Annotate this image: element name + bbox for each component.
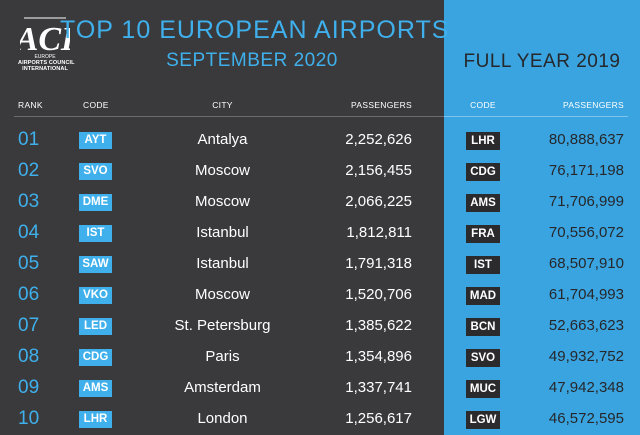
- fy-airport-code-badge: SVO: [466, 349, 500, 367]
- airport-code-badge: SAW: [79, 256, 112, 273]
- svg-text:ACI: ACI: [20, 21, 70, 58]
- city-name: Moscow: [194, 286, 250, 303]
- rank-number: 05: [18, 253, 40, 274]
- airport-code-badge: AYT: [79, 132, 112, 149]
- table-row: 08 CDG Paris 1,354,896 SVO 49,932,752: [0, 342, 640, 373]
- header-divider: [14, 116, 444, 117]
- passenger-count: 1,791,318: [345, 255, 412, 272]
- city-name: Moscow: [194, 162, 250, 179]
- rank-number: 04: [18, 222, 40, 243]
- table-row: 10 LHR London 1,256,617 LGW 46,572,595: [0, 404, 640, 435]
- table-row: 01 AYT Antalya 2,252,626 LHR 80,888,637: [0, 125, 640, 156]
- city-name: Istanbul: [196, 255, 249, 272]
- fy-passenger-count: 52,663,623: [548, 317, 624, 334]
- airport-code-badge: DME: [79, 194, 112, 211]
- city-name: St. Petersburg: [174, 317, 271, 334]
- header-rank: RANK: [18, 100, 43, 110]
- rank-number: 07: [18, 315, 40, 336]
- header-code: CODE: [83, 100, 109, 110]
- passenger-count: 1,385,622: [345, 317, 412, 334]
- city-name: London: [197, 410, 248, 427]
- passenger-count: 2,156,455: [345, 162, 412, 179]
- fy-passenger-count: 80,888,637: [548, 131, 624, 148]
- header-city: CITY: [212, 100, 233, 110]
- rank-number: 01: [18, 129, 40, 150]
- city-name: Moscow: [194, 193, 250, 210]
- city-name: Istanbul: [196, 224, 249, 241]
- aci-logo-mark: ACI EUROPE: [20, 17, 70, 60]
- header-passengers: PASSENGERS: [351, 100, 412, 110]
- table-row: 02 SVO Moscow 2,156,455 CDG 76,171,198: [0, 156, 640, 187]
- fy-passenger-count: 46,572,595: [548, 410, 624, 427]
- fy-passenger-count: 76,171,198: [548, 162, 624, 179]
- fy-airport-code-badge: MAD: [466, 287, 500, 305]
- rank-number: 09: [18, 377, 40, 398]
- airport-code-badge: SVO: [79, 163, 112, 180]
- passenger-count: 1,520,706: [345, 286, 412, 303]
- fy-passenger-count: 47,942,348: [548, 379, 624, 396]
- rank-number: 08: [18, 346, 40, 367]
- table-row: 03 DME Moscow 2,066,225 AMS 71,706,999: [0, 187, 640, 218]
- city-name: Amsterdam: [184, 379, 261, 396]
- city-name: Antalya: [197, 131, 248, 148]
- airport-code-badge: AMS: [79, 380, 112, 397]
- rank-number: 06: [18, 284, 40, 305]
- rank-number: 10: [18, 408, 40, 429]
- fy-airport-code-badge: LGW: [466, 411, 500, 429]
- table-row: 04 IST Istanbul 1,812,811 FRA 70,556,072: [0, 218, 640, 249]
- fy-airport-code-badge: CDG: [466, 163, 500, 181]
- city-name: Paris: [205, 348, 240, 365]
- airport-code-badge: VKO: [79, 287, 112, 304]
- page-subtitle: SEPTEMBER 2020: [166, 50, 338, 71]
- fy-passenger-count: 61,704,993: [548, 286, 624, 303]
- fy-passenger-count: 68,507,910: [548, 255, 624, 272]
- fy-passenger-count: 71,706,999: [548, 193, 624, 210]
- full-year-title: FULL YEAR 2019: [463, 51, 621, 72]
- passenger-count: 2,252,626: [345, 131, 412, 148]
- header-divider-right: [444, 116, 628, 117]
- svg-text:EUROPE: EUROPE: [34, 54, 56, 60]
- fy-airport-code-badge: AMS: [466, 194, 500, 212]
- fy-airport-code-badge: FRA: [466, 225, 500, 243]
- airport-code-badge: CDG: [79, 349, 112, 366]
- header-fy-passengers: PASSENGERS: [563, 100, 624, 110]
- table-row: 09 AMS Amsterdam 1,337,741 MUC 47,942,348: [0, 373, 640, 404]
- rank-number: 03: [18, 191, 40, 212]
- airport-code-badge: LED: [79, 318, 112, 335]
- logo-line-1: AIRPORTS COUNCIL: [18, 60, 75, 66]
- fy-airport-code-badge: MUC: [466, 380, 500, 398]
- passenger-count: 2,066,225: [345, 193, 412, 210]
- table-row: 05 SAW Istanbul 1,791,318 IST 68,507,910: [0, 249, 640, 280]
- fy-airport-code-badge: IST: [466, 256, 500, 274]
- aci-logo: ACI EUROPE AIRPORTS COUNCIL INTERNATIONA…: [18, 12, 75, 84]
- fy-airport-code-badge: BCN: [466, 318, 500, 336]
- fy-airport-code-badge: LHR: [466, 132, 500, 150]
- fy-passenger-count: 49,932,752: [548, 348, 624, 365]
- page-title: TOP 10 EUROPEAN AIRPORTS: [60, 16, 450, 44]
- fy-passenger-count: 70,556,072: [548, 224, 624, 241]
- airport-code-badge: IST: [79, 225, 112, 242]
- passenger-count: 1,354,896: [345, 348, 412, 365]
- passenger-count: 1,337,741: [345, 379, 412, 396]
- header-fy-code: CODE: [470, 100, 496, 110]
- passenger-count: 1,256,617: [345, 410, 412, 427]
- logo-line-2: INTERNATIONAL: [22, 66, 68, 72]
- table-row: 07 LED St. Petersburg 1,385,622 BCN 52,663,62…: [0, 311, 640, 342]
- rank-number: 02: [18, 160, 40, 181]
- table-row: 06 VKO Moscow 1,520,706 MAD 61,704,993: [0, 280, 640, 311]
- passenger-count: 1,812,811: [346, 224, 412, 241]
- airport-code-badge: LHR: [79, 411, 112, 428]
